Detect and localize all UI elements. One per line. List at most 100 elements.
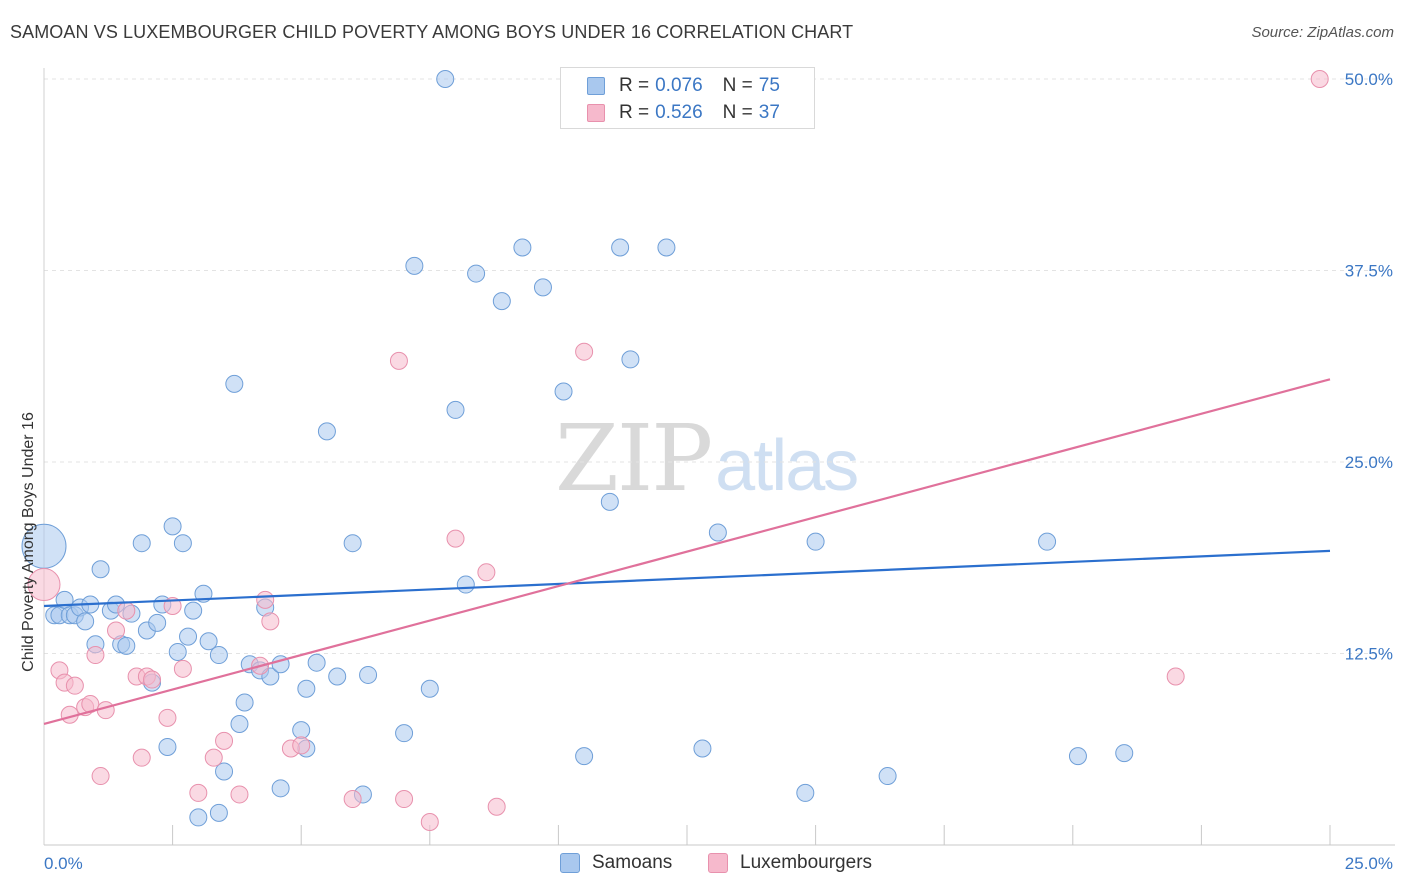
samoan-point — [1115, 744, 1134, 763]
grid-layer — [44, 78, 1385, 654]
trend-lines — [43, 378, 1331, 726]
samoan-point — [446, 400, 465, 419]
luxembourger-point — [91, 767, 110, 786]
legend-r-value: 0.526 — [655, 102, 703, 123]
samoan-swatch — [587, 77, 605, 95]
samoan-point — [209, 646, 228, 665]
luxembourger-point — [96, 701, 115, 720]
luxembourger-point — [395, 790, 414, 809]
luxembourger-point — [27, 568, 61, 602]
samoan-point — [163, 517, 182, 536]
luxembourger-point — [575, 342, 594, 361]
samoan-point — [235, 693, 254, 712]
luxembourger-point — [215, 731, 234, 750]
luxembourger-point — [132, 748, 151, 767]
samoan-point — [271, 779, 290, 798]
luxembourger-point — [86, 646, 105, 665]
samoan-point — [173, 534, 192, 553]
luxembourger-trend-line — [43, 378, 1331, 726]
samoan-point — [132, 534, 151, 553]
x-tick-label: 25.0% — [1345, 854, 1393, 873]
legend-n-value: 75 — [758, 75, 780, 96]
samoan-point — [436, 70, 455, 88]
samoan-point — [230, 714, 249, 733]
samoan-point — [492, 292, 511, 311]
samoan-point — [199, 632, 218, 651]
samoan-point — [189, 808, 208, 827]
watermark-zip: ZIP — [555, 405, 713, 512]
samoan-point — [806, 532, 825, 551]
legend-r-label: R = — [619, 75, 650, 96]
legend-row-samoans: R = 0.076 N = 75 — [587, 73, 780, 99]
x-tick-label: 0.0% — [44, 854, 83, 873]
samoan-point — [708, 523, 727, 542]
luxembourger-point — [256, 590, 275, 609]
luxembourger-point — [204, 748, 223, 767]
samoan-point — [225, 374, 244, 393]
watermark-atlas: atlas — [715, 426, 859, 506]
samoan-point — [693, 739, 712, 758]
samoan-point — [533, 278, 552, 297]
y-tick-label: 25.0% — [1345, 453, 1393, 472]
samoan-point — [359, 665, 378, 684]
samoan-point — [297, 679, 316, 698]
samoan-point — [209, 803, 228, 822]
samoan-point — [91, 560, 110, 579]
luxembourger-point — [158, 708, 177, 727]
luxembourger-point — [189, 783, 208, 802]
luxembourger-point — [420, 813, 439, 832]
samoan-point — [215, 762, 234, 781]
legend-n-label: N = — [722, 102, 753, 123]
samoan-trend-line — [43, 549, 1331, 608]
samoan-point — [575, 747, 594, 766]
luxembourger-point — [343, 790, 362, 809]
y-tick-label: 37.5% — [1345, 262, 1393, 281]
samoan-point — [657, 238, 676, 257]
series-legend-samoans[interactable]: Samoans — [560, 852, 672, 874]
series-legend: Samoans Luxembourgers — [0, 852, 1406, 878]
series-legend-luxembourgers[interactable]: Luxembourgers — [708, 852, 872, 874]
samoan-point — [1038, 532, 1057, 551]
luxembourger-point — [477, 563, 496, 582]
samoan-point — [796, 783, 815, 802]
watermark: ZIPatlas — [555, 405, 859, 512]
luxembourger-swatch — [587, 104, 605, 122]
samoan-point — [420, 679, 439, 698]
series-legend-label: Luxembourgers — [740, 852, 873, 873]
luxembourger-point — [65, 676, 84, 695]
correlation-legend: R = 0.076 N = 75 R = 0.526 N = 37 — [560, 67, 815, 129]
luxembourger-point — [117, 601, 136, 620]
samoan-point — [307, 653, 326, 672]
luxembourger-point — [292, 736, 311, 755]
samoan-point — [148, 613, 167, 632]
series-legend-label: Samoans — [592, 852, 673, 873]
samoan-point — [611, 238, 630, 257]
luxembourger-point — [1166, 667, 1185, 686]
samoan-point — [456, 575, 475, 594]
luxembourger-point — [143, 670, 162, 689]
y-tick-label: 12.5% — [1345, 645, 1393, 664]
samoan-point — [168, 642, 187, 661]
samoan-point — [184, 601, 203, 620]
samoan-point — [1068, 747, 1087, 766]
luxembourger-point — [107, 621, 126, 640]
y-axis-title: Child Poverty Among Boys Under 16 — [20, 412, 37, 672]
luxembourger-point — [173, 659, 192, 678]
samoan-point — [292, 721, 311, 740]
luxembourger-point — [261, 612, 280, 631]
samoan-points — [21, 70, 1134, 827]
samoan-point — [117, 636, 136, 655]
samoan-point — [158, 737, 177, 756]
samoan-point — [405, 256, 424, 275]
legend-row-luxembourgers: R = 0.526 N = 37 — [587, 100, 780, 126]
y-tick-label: 50.0% — [1345, 70, 1393, 89]
samoan-point — [317, 422, 336, 441]
samoan-legend-swatch — [560, 853, 580, 873]
samoan-point — [467, 264, 486, 283]
legend-n-label: N = — [722, 75, 753, 96]
legend-n-value: 37 — [758, 102, 780, 123]
luxembourger-point — [487, 797, 506, 816]
samoan-point — [76, 612, 95, 631]
luxembourger-legend-swatch — [708, 853, 728, 873]
